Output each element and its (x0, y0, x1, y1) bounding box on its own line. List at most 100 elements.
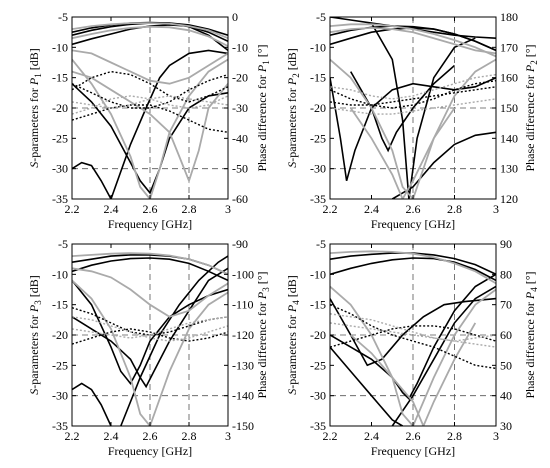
x-tick-label: 2.2 (323, 202, 338, 216)
series-line-5 (330, 346, 404, 426)
series-line-6 (391, 285, 496, 426)
y-axis-label-sub: 2 (291, 73, 301, 78)
y-axis-label-text: -parameters for (27, 85, 41, 162)
series-line-8 (330, 23, 496, 58)
y2-tick-label: -140 (232, 389, 254, 403)
series-line-9 (72, 58, 228, 199)
x-tick-label: 2.4 (104, 429, 119, 443)
chart-panel-a: 2.2 2.4 2.6 2.8 3 -5 -10 -15 -20 -25 -30 -35 0 -10 -20… (27, 10, 271, 231)
y-axis-label-port: P (27, 304, 41, 313)
y-axis-label-unit: [dB] (285, 275, 299, 300)
y-tick-label: -5 (316, 237, 326, 251)
y2-axis-label-text: Phase difference for (523, 72, 537, 171)
y-tick-label: -25 (310, 358, 326, 372)
y2-tick-label: 90 (500, 237, 512, 251)
y2-axis-label-text: Phase difference for (255, 72, 269, 171)
y2-tick-label: -60 (232, 192, 248, 206)
x-axis-label: Frequency [GHz] (371, 217, 455, 231)
y2-tick-label: 50 (500, 358, 512, 372)
y2-tick-label: 180 (500, 10, 518, 24)
series-line-7 (391, 131, 496, 199)
series-line-5 (72, 161, 112, 199)
y-tick-label: -25 (52, 358, 68, 372)
y-axis-label: S-parameters for P4 [dB] (285, 275, 301, 394)
y2-axis-label-sub: 4 (529, 287, 539, 292)
y2-axis-label-port: P (255, 291, 269, 300)
y2-axis-label: Phase difference for P3 [°] (255, 271, 271, 398)
grid-lines (330, 244, 496, 426)
series-line-10 (72, 307, 228, 336)
series-line-4 (72, 267, 228, 389)
series-line-13 (330, 313, 496, 342)
series-line-13 (72, 104, 228, 133)
series-line-7 (72, 22, 228, 40)
y-tick-label: -15 (52, 71, 68, 85)
y-tick-label: -35 (52, 419, 68, 433)
y2-axis-label-unit: [°] (255, 44, 269, 60)
y2-tick-label: 170 (500, 40, 518, 54)
y2-tick-label: -130 (232, 358, 254, 372)
y-tick-label: -20 (52, 328, 68, 342)
series-line-10 (330, 58, 496, 199)
y2-axis-label-unit: [°] (523, 271, 537, 287)
y-axis-label-text: -parameters for (27, 312, 41, 389)
series-line-9 (330, 26, 496, 55)
y2-tick-label: 30 (500, 419, 512, 433)
x-tick-label: 2.2 (323, 429, 338, 443)
y2-axis-label: Phase difference for P1 [°] (255, 44, 271, 171)
x-axis-label: Frequency [GHz] (108, 217, 192, 231)
y2-tick-label: -40 (232, 131, 248, 145)
x-tick-label: 2.4 (104, 202, 119, 216)
y2-tick-label: 70 (500, 298, 512, 312)
y2-tick-label: 150 (500, 101, 518, 115)
y-tick-label: -10 (52, 267, 68, 281)
series-line-7 (330, 250, 496, 285)
y-axis-label-s: S (27, 162, 41, 168)
x-tick-label: 3 (225, 429, 231, 443)
y2-tick-label: -20 (232, 71, 248, 85)
chart-panel-c: 2.2 2.4 2.6 2.8 3 -5 -10 -15 -20 -25 -30 -35 -90 -100… (27, 237, 271, 458)
y-axis-label-port: P (285, 304, 299, 313)
x-tick-label: 2.4 (364, 429, 379, 443)
y-tick-label: -5 (58, 10, 68, 24)
x-tick-label: 2.6 (406, 429, 421, 443)
series-line-4 (330, 273, 496, 401)
y2-tick-label: 40 (500, 389, 512, 403)
x-tick-label: 2.2 (65, 202, 80, 216)
y2-tick-label: -110 (232, 298, 254, 312)
x-tick-label: 2.8 (447, 429, 462, 443)
x-axis-label: Frequency [GHz] (108, 444, 192, 458)
series-line-6 (120, 255, 228, 426)
series-line-15 (330, 73, 496, 100)
y2-tick-label: 130 (500, 162, 518, 176)
series-line-13 (72, 316, 228, 342)
chart-panel-d: 2.2 2.4 2.6 2.8 3 -5 -10 -15 -20 -25 -30 -35 90 80 70 6… (285, 237, 539, 458)
y-tick-label: -5 (58, 237, 68, 251)
y2-tick-label: 160 (500, 71, 518, 85)
y2-axis-label-unit: [°] (255, 271, 269, 287)
y2-tick-label: 0 (232, 10, 238, 24)
y-axis-label-s: S (27, 389, 41, 395)
x-tick-label: 2.6 (143, 429, 158, 443)
y-axis-label-port: P (27, 77, 41, 86)
series-line-8 (72, 25, 228, 47)
series-line-12 (72, 316, 228, 339)
x-tick-label: 2.8 (182, 429, 197, 443)
y-tick-label: -10 (310, 40, 326, 54)
y-axis-label-unit: [dB] (27, 48, 41, 73)
y-tick-label: -25 (52, 131, 68, 145)
series-line-8 (330, 285, 496, 426)
y2-tick-label: -150 (232, 419, 254, 433)
y-tick-label: -15 (310, 71, 326, 85)
y2-tick-label: -120 (232, 328, 254, 342)
x-axis-label: Frequency [GHz] (371, 444, 455, 458)
y-tick-label: -15 (310, 298, 326, 312)
y2-axis-label-sub: 3 (261, 287, 271, 292)
x-tick-label: 2.4 (364, 202, 379, 216)
series-line-3 (330, 297, 496, 367)
series-line-11 (349, 107, 456, 199)
y-tick-label: -10 (310, 267, 326, 281)
series-line-9 (350, 322, 477, 426)
y2-axis-label-unit: [°] (523, 44, 537, 60)
